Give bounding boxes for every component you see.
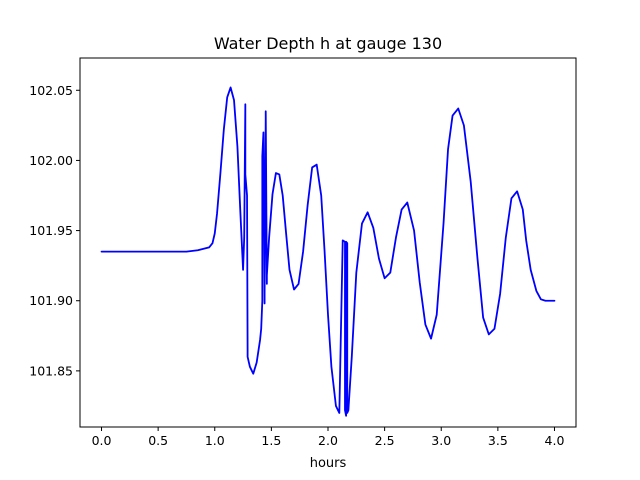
x-tick-label: 3.5 (488, 433, 508, 448)
y-tick-label: 101.85 (29, 363, 73, 378)
x-tick-label: 0.0 (92, 433, 112, 448)
x-tick-label: 4.0 (545, 433, 565, 448)
y-tick-label: 101.90 (29, 293, 73, 308)
x-tick-label: 0.5 (148, 433, 168, 448)
x-tick-label: 2.5 (375, 433, 395, 448)
chart-title: Water Depth h at gauge 130 (214, 34, 442, 53)
x-tick-label: 2.0 (318, 433, 338, 448)
y-tick-label: 102.00 (29, 153, 73, 168)
x-tick-label: 3.0 (431, 433, 451, 448)
y-axis-ticks: 101.85 101.90 101.95 102.00 102.05 (29, 83, 80, 378)
series-layer (100, 86, 556, 417)
x-tick-label: 1.0 (205, 433, 225, 448)
x-axis-label: hours (310, 456, 347, 471)
y-tick-label: 101.95 (29, 223, 73, 238)
y-tick-label: 102.05 (29, 83, 73, 98)
x-axis-ticks: 0.0 0.5 1.0 1.5 2.0 2.5 3.0 3.5 4.0 (92, 427, 565, 448)
series-line-0 (100, 86, 556, 417)
x-tick-label: 1.5 (261, 433, 281, 448)
